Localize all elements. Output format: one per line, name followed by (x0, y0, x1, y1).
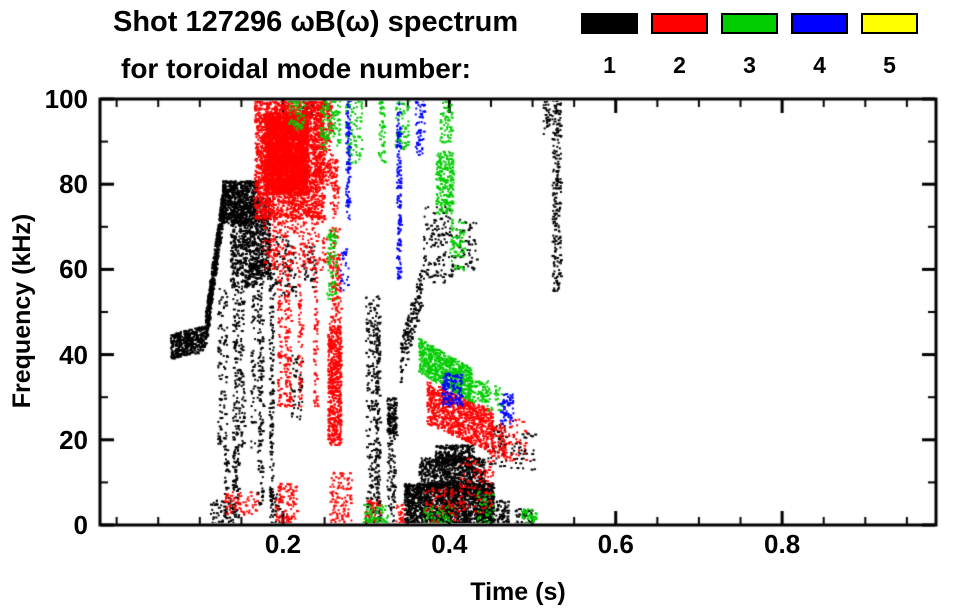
chart-subtitle: for toroidal mode number: (121, 53, 471, 84)
chart-title: Shot 127296 ωB(ω) spectrum (113, 6, 519, 38)
